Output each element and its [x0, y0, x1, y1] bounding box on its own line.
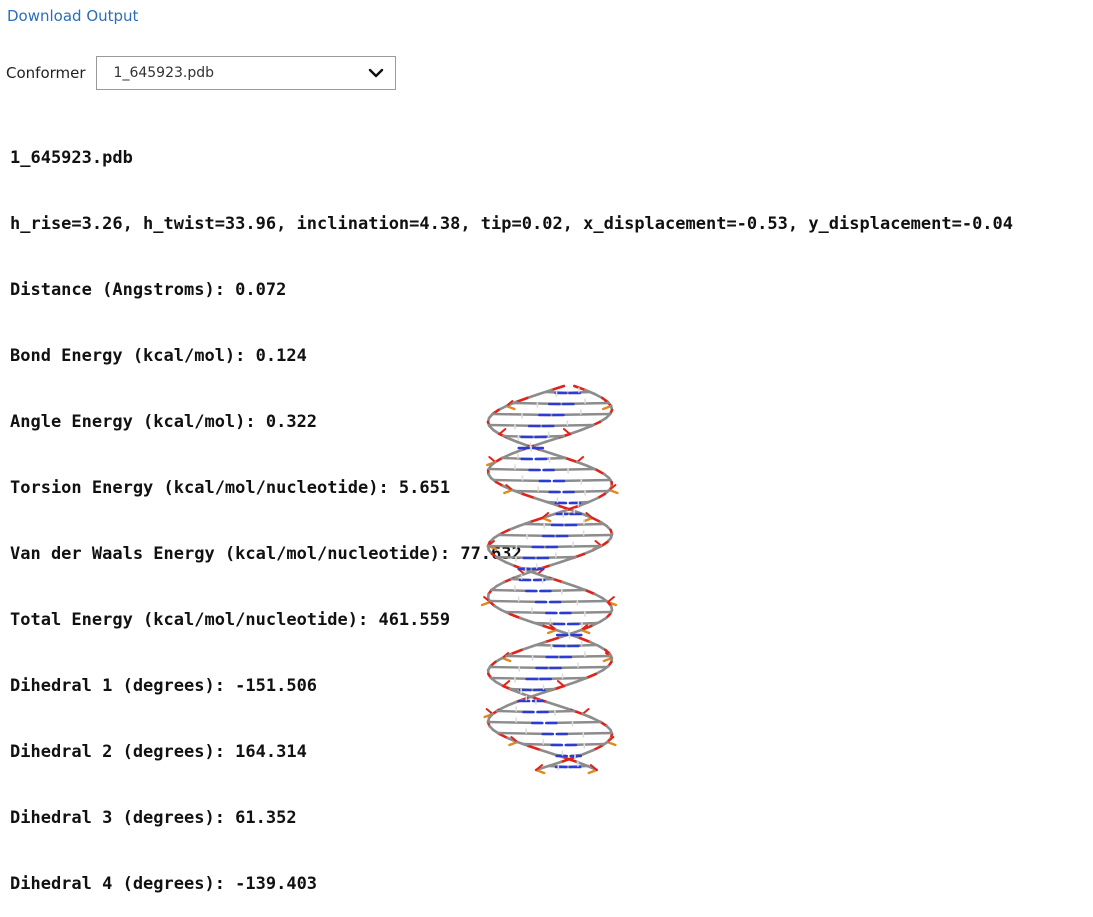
output-line: Dihedral 4 (degrees): -139.403	[10, 873, 1013, 895]
output-line: Dihedral 3 (degrees): 61.352	[10, 807, 1013, 829]
molecule-viewer[interactable]	[440, 378, 660, 778]
dna-helix-image	[440, 378, 660, 778]
output-filename: 1_645923.pdb	[10, 147, 1013, 169]
output-line: Distance (Angstroms): 0.072	[10, 279, 1013, 301]
conformer-select[interactable]: 1_645923.pdb	[96, 56, 396, 90]
output-line: Bond Energy (kcal/mol): 0.124	[10, 345, 1013, 367]
conformer-label: Conformer	[6, 64, 86, 82]
conformer-selected-value: 1_645923.pdb	[114, 65, 214, 81]
conformer-row: Conformer 1_645923.pdb	[6, 55, 396, 91]
output-params: h_rise=3.26, h_twist=33.96, inclination=…	[10, 213, 1013, 235]
download-output-link[interactable]: Download Output	[7, 7, 138, 25]
chevron-down-icon	[367, 64, 385, 82]
